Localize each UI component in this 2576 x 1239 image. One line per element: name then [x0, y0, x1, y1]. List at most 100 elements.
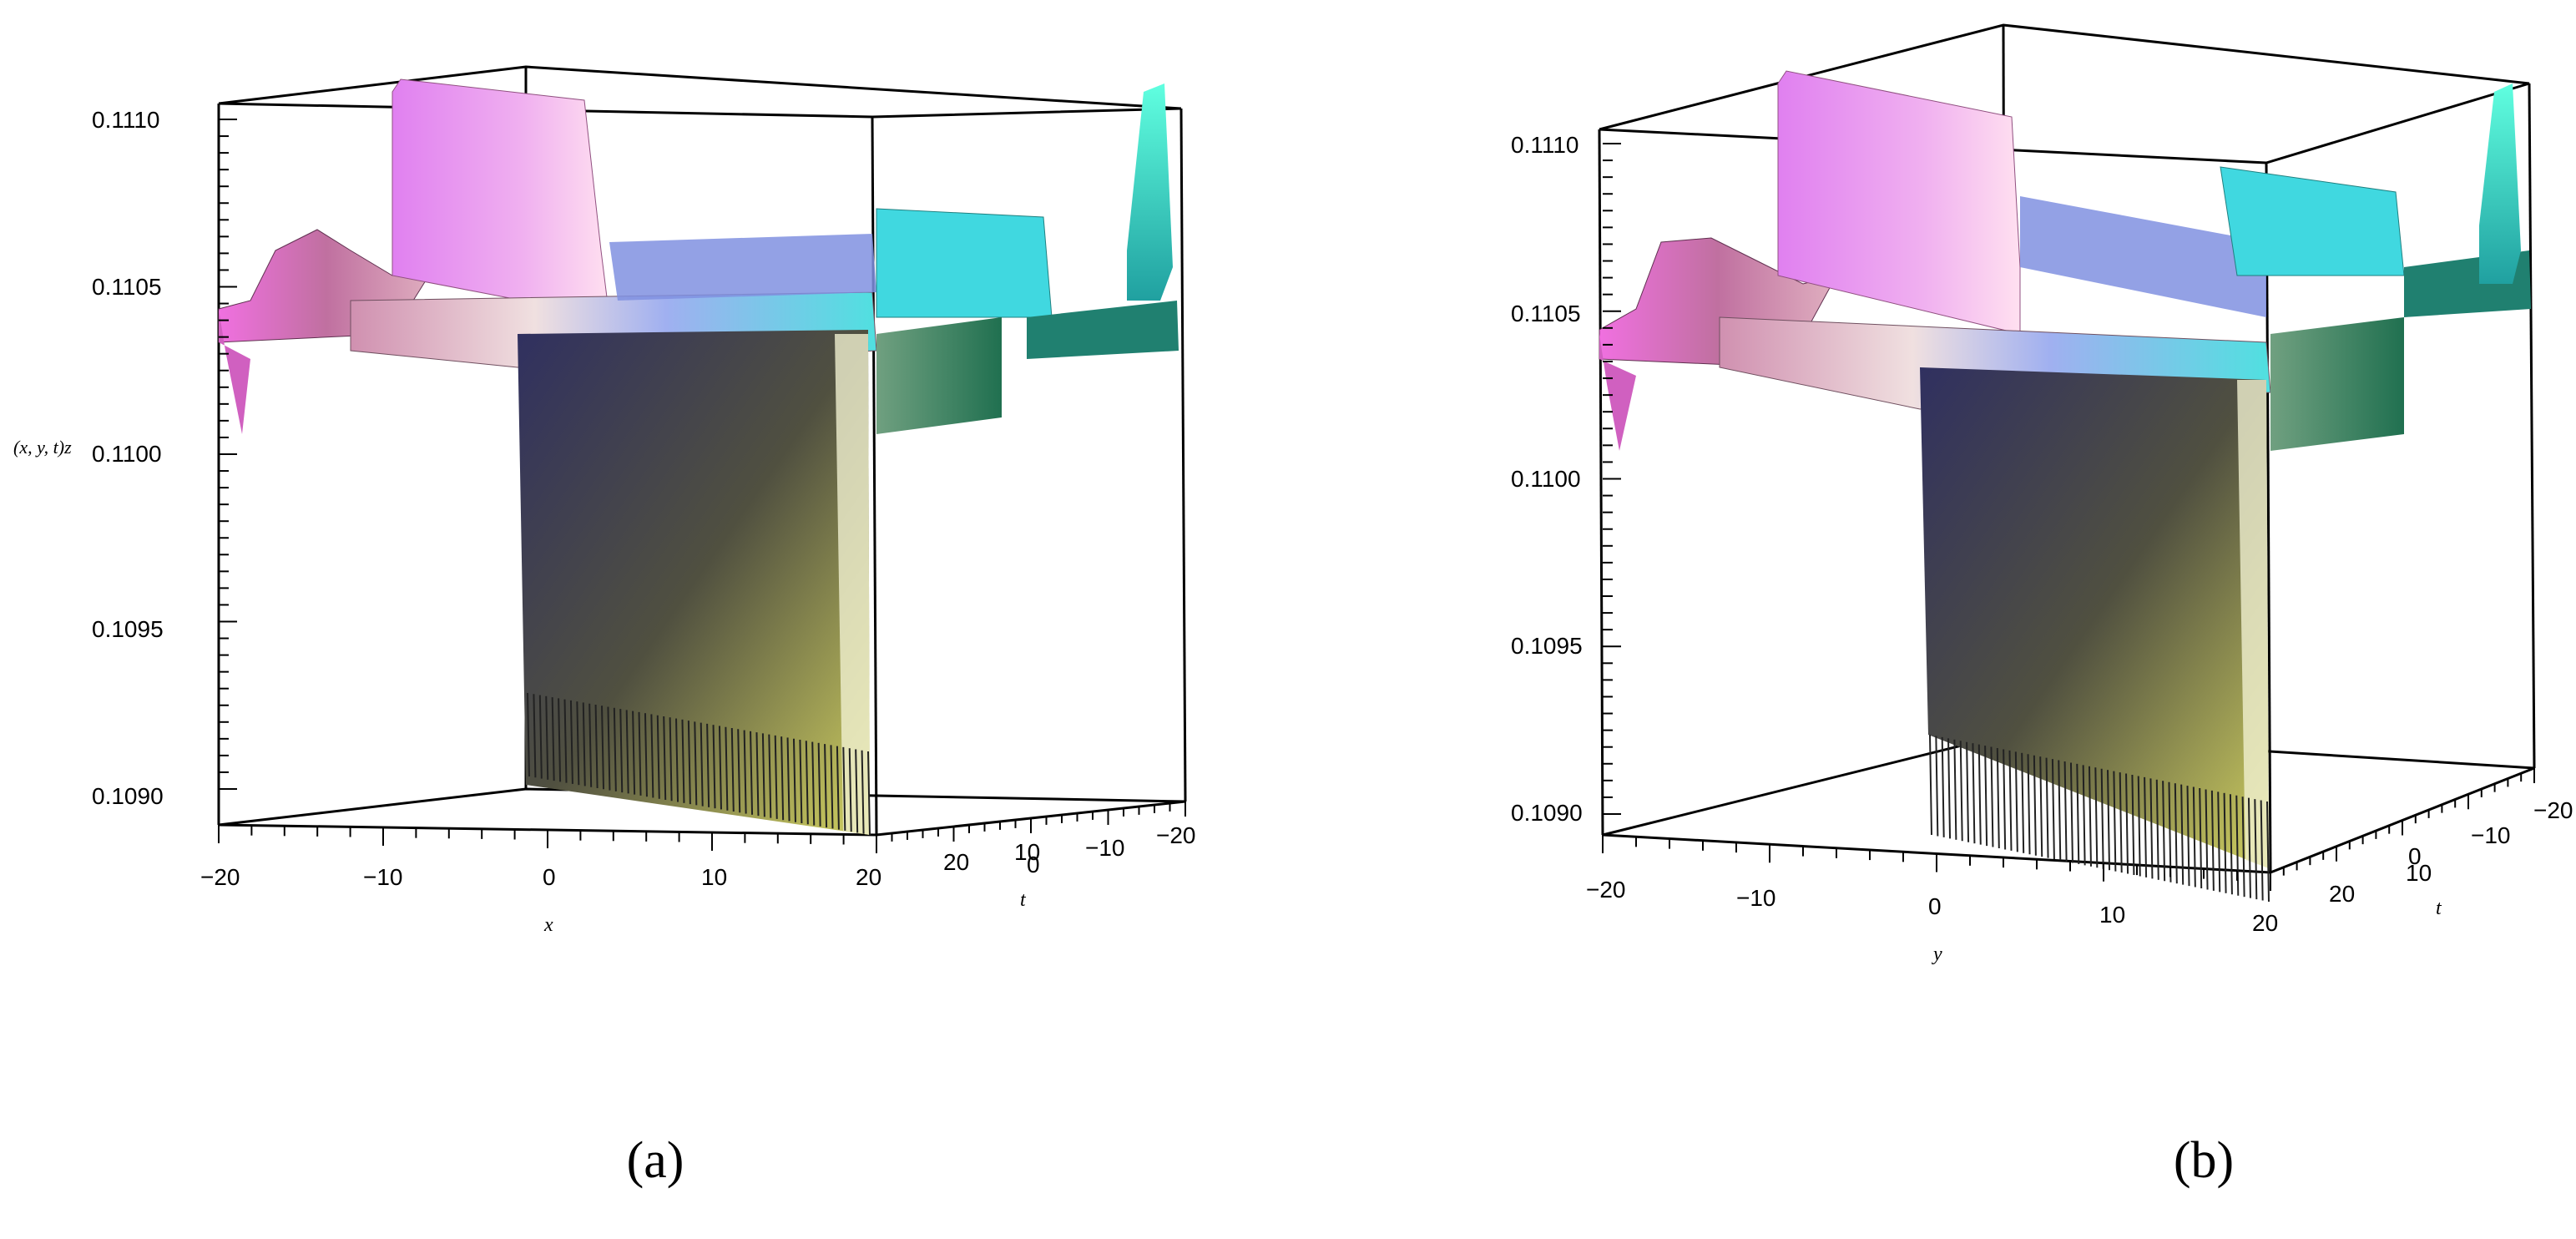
- surface-blue-band: [2020, 196, 2266, 317]
- trough-spike: [706, 723, 710, 807]
- surface-green-band: [1027, 301, 1179, 359]
- trough-spike: [1972, 743, 1976, 844]
- trough-spike: [2266, 801, 2270, 903]
- trough-spike: [2210, 790, 2215, 891]
- trough-spike: [700, 722, 704, 807]
- box-left-edge: [1598, 129, 1604, 836]
- trough-spike: [650, 714, 654, 798]
- trough-spike: [2199, 787, 2203, 889]
- trough-spike: [656, 715, 660, 799]
- trough-spike: [2058, 760, 2062, 861]
- trough-spike: [527, 692, 530, 777]
- trough-spike: [2162, 781, 2166, 882]
- trough-spike: [625, 710, 629, 794]
- trough-spike: [2051, 759, 2055, 860]
- trough-spike: [1990, 746, 1994, 847]
- trough-spikes-b: [1929, 734, 2270, 903]
- trough-spike: [551, 697, 555, 781]
- surface-plot-b: 0.1110 0.1105 0.1100 0.1095 0.1090 −20 −…: [1511, 23, 2573, 965]
- x-tick-label: 0: [543, 864, 556, 890]
- t-axis-label: t: [1020, 889, 1027, 911]
- trough-spike: [1935, 736, 1939, 837]
- trough-spike: [638, 711, 642, 796]
- trough-spike: [750, 731, 754, 815]
- trough-spike: [1984, 746, 1988, 847]
- trough-spike: [848, 748, 852, 832]
- trough-spike: [538, 695, 543, 779]
- trough-spike: [594, 704, 599, 789]
- trough-spike: [2094, 767, 2099, 868]
- surface-deep-trough: [518, 330, 870, 835]
- trough-spike: [2144, 776, 2148, 877]
- trough-spike: [558, 698, 562, 782]
- t-tick-label: −20: [1156, 822, 1196, 848]
- surface-edge-spike: [1127, 83, 1173, 301]
- trough-spike: [755, 732, 760, 817]
- t-tick-label: 10: [2406, 860, 2432, 886]
- trough-spike: [786, 737, 790, 822]
- trough-spike: [2260, 800, 2264, 901]
- trough-spike: [1959, 741, 1963, 842]
- surface-trough-highlight: [835, 334, 870, 835]
- trough-spike: [2076, 763, 2080, 864]
- surface-a: [218, 78, 1179, 835]
- trough-spike: [799, 739, 803, 824]
- trough-spike: [2125, 773, 2129, 874]
- trough-spike: [743, 730, 747, 814]
- box-top-face: [218, 65, 1182, 119]
- trough-spike: [2205, 789, 2209, 890]
- trough-spike: [2008, 750, 2013, 851]
- z-tick-label: 0.1100: [92, 441, 162, 467]
- z-tick-label: 0.1110: [1511, 132, 1578, 158]
- z-tick-label: 0.1110: [92, 107, 159, 133]
- z-axis-label: (x, y, t)z: [13, 437, 72, 458]
- z-tick-label: 0.1105: [92, 274, 162, 300]
- surface-cyan-band: [2220, 166, 2405, 276]
- surface-plot-a: 0.1110 0.1105 0.1100 0.1095 0.1090 (x, y…: [13, 65, 1196, 936]
- t-tick-label: 0: [1027, 852, 1040, 877]
- surface-green-drop: [876, 317, 1002, 434]
- trough-spike: [687, 721, 691, 805]
- z-tick-label: 0.1090: [1511, 800, 1583, 826]
- trough-spike: [774, 735, 778, 819]
- trough-spike: [805, 741, 809, 825]
- box-right-edge: [2528, 83, 2536, 769]
- z-tick-label: 0.1105: [1511, 301, 1581, 326]
- trough-spike: [632, 711, 636, 795]
- trough-spike: [588, 703, 593, 787]
- trough-spike: [613, 707, 617, 791]
- x-tick-label: −10: [363, 864, 403, 890]
- trough-spike: [718, 726, 722, 810]
- t-tick-label: 20: [2329, 881, 2355, 907]
- t-axis-a: [876, 802, 1186, 850]
- trough-spike: [1941, 736, 1945, 837]
- trough-spike: [601, 705, 605, 790]
- trough-spike: [619, 709, 624, 793]
- trough-spike: [2039, 756, 2043, 857]
- surface-tall-ridge: [391, 78, 610, 318]
- t-tick-label: 10: [1014, 839, 1040, 865]
- trough-spike: [817, 742, 821, 827]
- y-tick-label: −10: [1736, 885, 1776, 911]
- z-tick-label: 0.1095: [1511, 633, 1583, 659]
- trough-spike: [2149, 778, 2154, 879]
- trough-spike: [836, 746, 840, 830]
- t-tick-label: 0: [2408, 843, 2422, 869]
- trough-spike: [730, 727, 735, 812]
- trough-spike: [563, 699, 568, 783]
- trough-spike: [867, 751, 871, 836]
- caption-b: (b): [2173, 1132, 2235, 1189]
- trough-spike: [2063, 761, 2068, 862]
- surface-side-dip: [219, 309, 250, 434]
- trough-spike: [2082, 765, 2086, 866]
- trough-spike: [830, 745, 834, 829]
- caption-a: (a): [626, 1132, 684, 1189]
- trough-spike: [545, 695, 549, 780]
- z-tick-label: 0.1095: [92, 616, 164, 642]
- trough-spike: [582, 702, 586, 786]
- trough-spike: [681, 719, 685, 803]
- box-top-face: [1599, 23, 2530, 164]
- trough-spikes-a: [527, 692, 871, 836]
- surface-cyan-band: [876, 208, 1053, 318]
- trough-spike: [2223, 792, 2227, 893]
